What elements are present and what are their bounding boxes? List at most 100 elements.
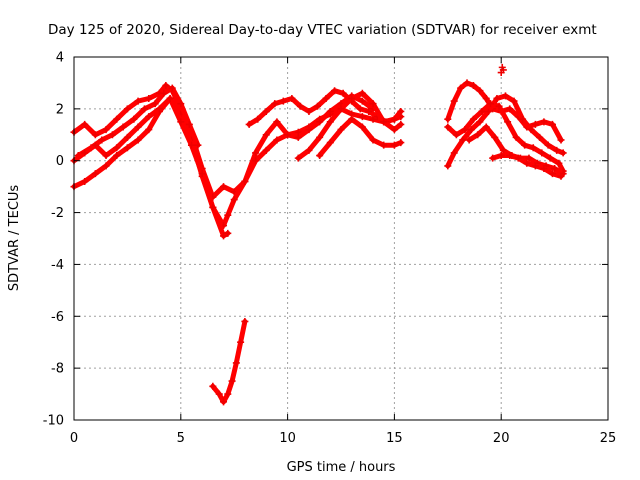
data-point [230,196,238,204]
series-sat-f [245,87,405,128]
y-tick-label: -2 [51,206,64,221]
data-point [506,105,514,113]
data-point [397,107,405,115]
data-point [81,149,89,157]
data-point [557,136,565,144]
series-sat-j [444,92,567,170]
series-sat-g [294,89,405,162]
x-axis-label: GPS time / hours [287,460,396,475]
data-point [237,338,245,346]
chart-title: Day 125 of 2020, Sidereal Day-to-day VTE… [48,22,597,38]
data-point [123,144,131,152]
data-point [501,92,509,100]
data-point [224,390,232,398]
data-point [474,131,482,139]
data-point [491,133,499,141]
y-tick-label: -8 [51,362,64,377]
data-point [177,100,185,108]
series-trace [210,319,248,405]
data-point [540,164,548,172]
data-point [296,102,304,110]
x-tick-label: 5 [177,431,185,446]
data-point [326,118,334,126]
data-point [198,170,206,178]
data-point [316,152,324,160]
data-point [463,79,471,87]
data-point [288,94,296,102]
data-point [145,126,153,134]
series-sat-i [444,79,565,144]
y-tick-label: -6 [51,310,64,325]
data-point [108,131,116,139]
data-point [497,152,505,160]
data-point [551,164,559,172]
data-point [531,162,539,170]
data-point [220,183,228,191]
data-point [487,100,495,108]
data-point [119,123,127,131]
data-point [145,94,153,102]
data-point [444,123,452,131]
x-tick-label: 0 [70,431,78,446]
data-point [220,398,228,406]
data-point [102,152,110,160]
data-point [162,82,170,90]
data-point [521,141,529,149]
data-point [489,154,497,162]
data-point [271,100,279,108]
data-point [557,172,565,180]
data-point [91,141,99,149]
data-point [525,154,533,162]
data-point [356,105,364,113]
data-point [254,115,262,123]
y-tick-label: -4 [51,258,64,273]
data-point [390,126,398,134]
data-point [252,157,260,165]
data-point [185,120,193,128]
data-point [544,141,552,149]
x-tick-label: 20 [493,431,510,446]
data-point [151,100,159,108]
data-point [469,115,477,123]
data-point [337,105,345,113]
data-point [459,136,467,144]
data-point [476,87,484,95]
data-point [380,141,388,149]
data-point [252,149,260,157]
data-point [279,97,287,105]
data-point [465,136,473,144]
data-point [134,97,142,105]
data-point [450,97,458,105]
data-point [314,102,322,110]
data-point [461,126,469,134]
data-point [245,120,253,128]
data-point [91,170,99,178]
data-point [113,152,121,160]
data-point [499,146,507,154]
data-point [493,94,501,102]
y-tick-label: 0 [56,154,64,169]
data-point [553,146,561,154]
data-point [397,139,405,147]
data-point [529,144,537,152]
x-tick-label: 15 [386,431,403,446]
data-point [102,162,110,170]
data-point [538,149,546,157]
series-sat-l [465,123,567,178]
data-point [305,146,313,154]
data-point [134,123,142,131]
data-point [512,133,520,141]
data-point [555,159,563,167]
data-point [548,120,556,128]
data-point [548,170,556,178]
data-point [273,136,281,144]
data-point [540,118,548,126]
axis-ticks: 0 5 10 15 20 25 -10 -8 -6 -4 -2 0 2 4 [43,51,617,447]
data-point [482,94,490,102]
data-point [546,154,554,162]
data-point [316,133,324,141]
data-point [224,229,232,237]
data-point [469,82,477,90]
data-point [519,115,527,123]
data-point [81,177,89,185]
